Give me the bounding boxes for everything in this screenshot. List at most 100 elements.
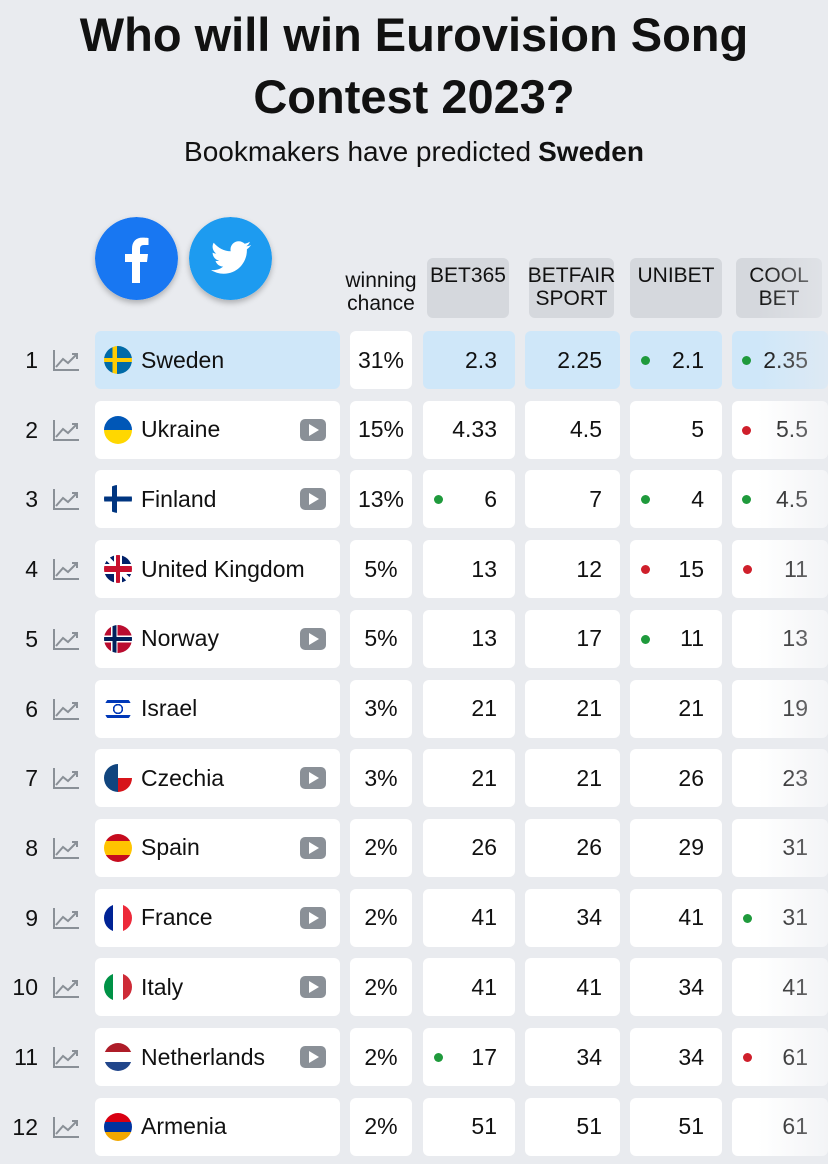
video-icon [300,836,326,859]
rank: 10 [12,974,38,1001]
chance-cell: 31% [350,331,412,389]
country-cell: Finland [95,470,340,529]
trend-icon [53,907,79,929]
odds-value: 2.35 [763,346,808,373]
country-name: Ukraine [141,416,221,443]
rank: 9 [25,904,38,931]
trend-dot [641,634,650,644]
rank: 5 [25,625,38,652]
country-name: Spain [141,834,200,861]
trend-chart-button[interactable] [52,487,80,511]
subtitle-highlight: Sweden [538,136,644,167]
trend-chart-button[interactable] [52,836,80,860]
flag [104,833,132,862]
rank: 3 [25,486,38,513]
video-icon [300,627,326,650]
odds-cell: 5 [630,400,722,459]
facebook-button[interactable] [95,217,178,300]
odds-cell: 21 [525,679,620,738]
table-row: 9 France 2% 41 34 41 31 [0,888,828,947]
trend-chart-button[interactable] [52,418,80,442]
trend-dot [641,565,650,575]
trend-chart-button[interactable] [52,975,80,999]
winning-chance: 3% [364,695,398,721]
trend-chart-button[interactable] [52,627,80,651]
twitter-button[interactable] [189,217,272,300]
odds-value: 34 [576,1043,602,1070]
country-name: Netherlands [141,1043,266,1070]
video-button[interactable] [300,836,326,865]
odds-cell: 41 [423,958,515,1017]
odds-value: 4.5 [776,485,808,512]
odds-cell: 4 [630,470,722,529]
odds-cell: 26 [525,818,620,877]
odds-cell: 2.25 [525,331,620,389]
odds-value: 41 [576,973,602,1000]
odds-cell: 41 [630,888,722,947]
odds-cell: 34 [630,1028,722,1086]
odds-cell: 13 [423,540,515,599]
table-row: 8 Spain 2% 26 26 29 31 [0,818,828,877]
video-button[interactable] [300,906,326,935]
odds-cell: 19 [732,679,828,738]
trend-chart-button[interactable] [52,1115,80,1139]
winning-chance: 3% [364,764,398,791]
rank: 1 [25,347,38,373]
trend-chart-button[interactable] [52,697,80,721]
odds-cell: 31 [732,818,828,877]
trend-icon [53,768,79,790]
trend-icon [53,628,79,650]
odds-value: 31 [782,834,808,861]
odds-value: 41 [471,973,497,1000]
video-button[interactable] [300,1046,326,1074]
country-name: Czechia [141,764,225,791]
video-icon [300,906,326,929]
video-button[interactable] [300,627,326,656]
odds-value: 21 [576,695,602,721]
video-button[interactable] [300,976,326,1004]
odds-value: 7 [589,485,602,512]
country-cell: Spain [95,818,340,877]
trend-chart-button[interactable] [52,766,80,790]
winning-chance: 2% [364,1043,398,1070]
flag [104,415,132,444]
winning-chance: 13% [357,485,405,512]
trend-dot [743,565,752,575]
subtitle-text: Bookmakers have predicted [184,136,532,167]
table-row: 10 Italy 2% 41 41 34 41 [0,958,828,1017]
country-name: Norway [141,625,219,652]
winning-chance: 2% [364,904,398,931]
chance-cell: 3% [350,679,412,738]
video-icon [300,767,326,790]
odds-value: 41 [678,904,704,931]
odds-cell: 17 [525,609,620,668]
odds-value: 13 [782,625,808,652]
flag [104,1043,132,1071]
trend-chart-button[interactable] [52,557,80,581]
country-cell: Sweden [95,331,340,389]
video-button[interactable] [300,767,326,795]
odds-cell: 61 [732,1097,828,1156]
table-row: 1 Sweden 31% 2.3 2.25 2.1 2.35 [0,331,828,389]
trend-icon [53,350,79,371]
odds-cell: 11 [630,609,722,668]
odds-value: 61 [782,1043,808,1070]
country-cell: United Kingdom [95,540,340,599]
odds-value: 19 [782,695,808,721]
trend-icon [53,489,79,511]
video-button[interactable] [300,488,326,516]
column-header: BETFAIR SPORT [528,258,615,318]
country-cell: Czechia [95,749,340,808]
odds-value: 5 [691,416,704,443]
video-button[interactable] [300,418,326,447]
odds-value: 6 [484,485,497,512]
trend-chart-button[interactable] [52,1045,80,1069]
chance-cell: 13% [350,470,412,529]
country-name: Italy [141,973,184,1000]
country-cell: Netherlands [95,1028,340,1086]
country-name: Finland [141,485,217,512]
chance-cell: 5% [350,540,412,599]
country-name: France [141,904,213,931]
trend-chart-button[interactable] [52,348,80,372]
trend-chart-button[interactable] [52,906,80,930]
